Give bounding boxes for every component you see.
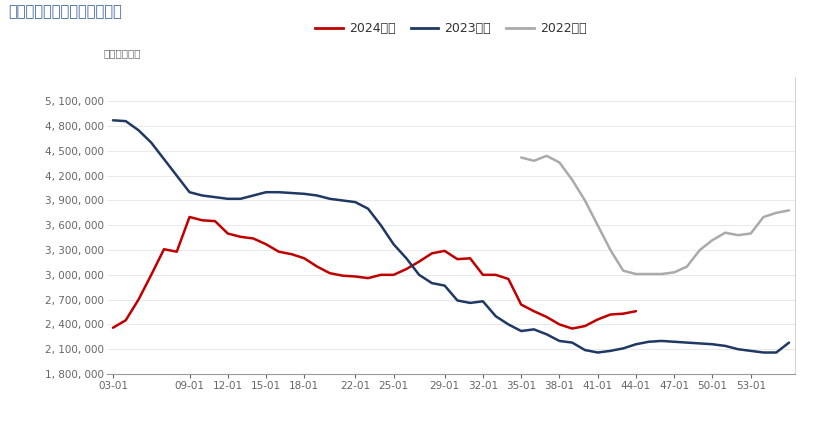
Text: 单位：立方米: 单位：立方米 bbox=[103, 48, 141, 59]
Legend: 2024年度, 2023年度, 2022年度: 2024年度, 2023年度, 2022年度 bbox=[310, 17, 590, 40]
Text: 原木：港口库存：中国（周）: 原木：港口库存：中国（周） bbox=[8, 4, 122, 19]
